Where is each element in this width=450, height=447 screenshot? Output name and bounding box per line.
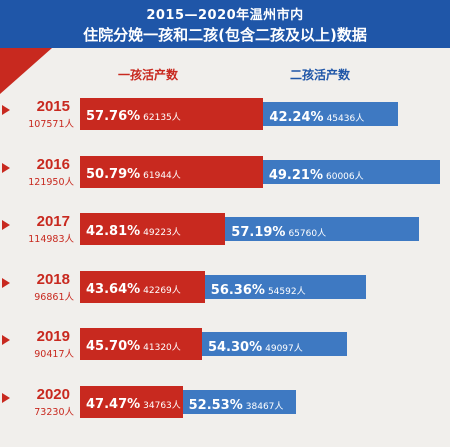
bar-one-child-label: 47.47% 34763人	[86, 393, 181, 412]
year-label: 2018	[36, 270, 70, 288]
data-label-count: 61944人	[143, 170, 181, 181]
year-label: 2017	[36, 213, 70, 230]
bar-one-child-label: 57.76% 62135人	[86, 105, 181, 124]
bar-two-child	[182, 389, 297, 414]
data-label-percent: 43.64%	[86, 281, 141, 297]
bar-two-child	[204, 274, 366, 299]
data-label-percent: 57.76%	[86, 109, 141, 124]
year-total: 114983人	[28, 234, 74, 245]
bar-one-child-label: 45.70% 41320人	[86, 335, 181, 354]
data-label-percent: 56.36%	[210, 282, 265, 298]
year-marker	[2, 277, 10, 288]
chart-title-line2: 住院分娩一孩和二孩(包含二孩及以上)数据	[83, 26, 367, 44]
bar-two-child	[201, 332, 347, 356]
data-label-count: 45436人	[326, 114, 365, 124]
year-total: 121950人	[28, 176, 74, 188]
bar-one-child	[80, 98, 264, 130]
year-marker	[2, 220, 10, 230]
year-total: 73230人	[34, 406, 74, 418]
year-total: 90417人	[34, 349, 74, 360]
data-label-percent: 45.70%	[86, 339, 141, 354]
year-marker	[2, 105, 10, 115]
bar-one-child	[80, 213, 226, 245]
bar-one-child-label: 42.81% 49223人	[86, 220, 181, 239]
data-label-count: 34763人	[143, 400, 181, 411]
bar-one-child-label: 43.64% 42269人	[86, 278, 181, 297]
year-marker	[2, 335, 10, 345]
year-label: 2016	[36, 155, 70, 173]
data-label-percent: 54.30%	[207, 340, 263, 355]
data-label-percent: 52.53%	[188, 397, 243, 413]
bar-two-child-label: 49.21% 60006人	[269, 164, 364, 183]
bar-two-child	[262, 159, 440, 184]
data-label-percent: 42.24%	[269, 110, 324, 125]
data-label-count: 42269人	[143, 285, 181, 296]
year-total: 96861人	[34, 291, 74, 303]
data-label-count: 38467人	[245, 401, 284, 412]
legend-one-child: 一孩活产数	[118, 68, 179, 82]
data-label-count: 54592人	[267, 286, 306, 297]
data-label-percent: 57.19%	[231, 225, 286, 240]
bar-two-child	[263, 102, 398, 126]
year-label: 2015	[36, 98, 70, 115]
title-bar: 2015—2020年温州市内 住院分娩一孩和二孩(包含二孩及以上)数据	[0, 0, 450, 48]
year-total: 107571人	[28, 119, 74, 130]
year-label: 2020	[36, 385, 70, 403]
data-label-percent: 47.47%	[86, 396, 141, 412]
data-label-count: 62135人	[143, 113, 181, 123]
year-marker	[2, 392, 10, 403]
bar-two-child-label: 54.30% 49097人	[208, 336, 303, 355]
data-label-percent: 42.81%	[86, 224, 141, 239]
data-label-count: 65760人	[288, 229, 327, 239]
year-marker	[2, 162, 10, 173]
bar-two-child	[225, 217, 420, 241]
bar-one-child	[80, 155, 263, 188]
data-label-percent: 49.21%	[268, 167, 323, 183]
bar-one-child-label: 50.79% 61944人	[86, 163, 181, 182]
bar-two-child-label: 57.19% 65760人	[231, 221, 326, 240]
bar-two-child-label: 56.36% 54592人	[211, 279, 306, 298]
data-label-count: 49097人	[265, 344, 303, 354]
year-label: 2019	[36, 328, 70, 345]
data-label-count: 60006人	[326, 171, 364, 182]
bar-one-child	[80, 328, 202, 360]
data-label-count: 49223人	[143, 228, 181, 238]
legend-two-child: 二孩活产数	[290, 68, 351, 82]
data-label-count: 41320人	[143, 343, 181, 353]
bar-one-child	[80, 385, 183, 418]
chart-title-line1: 2015—2020年温州市内	[146, 8, 304, 23]
bar-two-child-label: 52.53% 38467人	[189, 394, 284, 413]
data-label-percent: 50.79%	[86, 166, 141, 182]
bar-one-child	[80, 270, 205, 303]
bar-two-child-label: 42.24% 45436人	[269, 106, 364, 125]
decorative-red-corner	[0, 48, 52, 94]
